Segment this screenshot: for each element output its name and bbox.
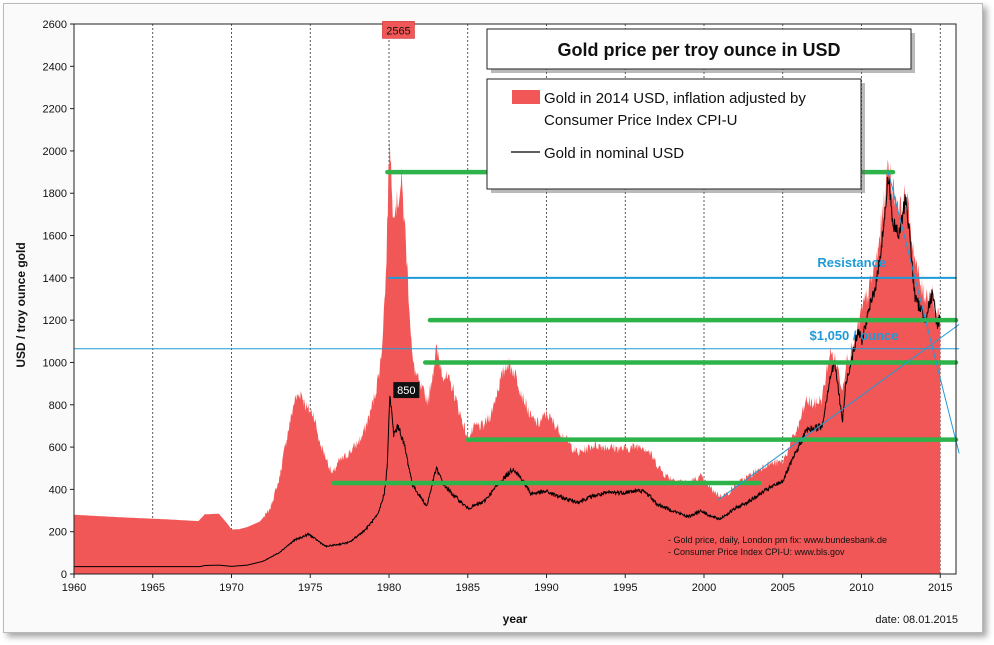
x-axis-title: year xyxy=(503,612,528,626)
trendline-1 xyxy=(717,323,960,501)
y-tick-label: 400 xyxy=(49,484,67,496)
x-tick-label: 2015 xyxy=(928,582,952,594)
y-tick-label: 1800 xyxy=(43,188,67,200)
resistance-label: Resistance xyxy=(817,255,886,270)
title-box xyxy=(486,28,912,70)
y-tick-label: 200 xyxy=(49,527,67,539)
x-tick-label: 1970 xyxy=(219,582,243,594)
price-target-label: $1,050 / ounce xyxy=(810,328,899,343)
x-tick-label: 1965 xyxy=(141,582,165,594)
legend-nominal: Gold in nominal USD xyxy=(544,145,684,162)
x-tick-label: 1980 xyxy=(377,582,401,594)
legend-swatch-real xyxy=(512,90,540,104)
source-gold: - Gold price, daily, London pm fix: www.… xyxy=(668,535,887,545)
real-price-area xyxy=(74,138,941,574)
y-tick-label: 2600 xyxy=(43,19,67,31)
source-cpi: - Consumer Price Index CPI-U: www.bls.go… xyxy=(668,547,845,557)
legend-real-line2: Consumer Price Index CPI-U xyxy=(544,112,737,129)
nominal-price-line xyxy=(74,176,941,568)
x-tick-label: 1990 xyxy=(534,582,558,594)
legend-real-line1: Gold in 2014 USD, inflation adjusted by xyxy=(544,90,806,107)
plot-border xyxy=(73,23,957,575)
chart-title: Gold price per troy ounce in USD xyxy=(557,40,840,60)
y-axis-title: USD / troy ounce gold xyxy=(14,242,28,367)
peak-nominal-label: 850 xyxy=(397,385,415,397)
y-tick-label: 2000 xyxy=(43,146,67,158)
x-tick-label: 2000 xyxy=(692,582,716,594)
y-tick-label: 0 xyxy=(61,569,67,581)
support-resistance-lines xyxy=(331,169,959,486)
y-tick-label: 1200 xyxy=(43,315,67,327)
x-tick-label: 1975 xyxy=(298,582,322,594)
legend-box xyxy=(486,78,862,190)
x-tick-label: 1960 xyxy=(62,582,86,594)
trendline-2 xyxy=(887,171,960,454)
x-tick-label: 1985 xyxy=(456,582,480,594)
peak-real-label: 2565 xyxy=(386,25,410,37)
y-tick-label: 800 xyxy=(49,400,67,412)
y-tick-label: 1400 xyxy=(43,273,67,285)
y-tick-label: 2200 xyxy=(43,104,67,116)
y-tick-label: 600 xyxy=(49,442,67,454)
x-tick-label: 2005 xyxy=(771,582,795,594)
peak-nominal-badge xyxy=(393,382,420,399)
x-tick-label: 1995 xyxy=(613,582,637,594)
x-tick-label: 2010 xyxy=(849,582,873,594)
y-axis-ticks: 0 200 400 600 800 1000 1200 1400 1600 1800 2000 220… xyxy=(43,19,74,581)
x-axis-ticks: 1960 1965 1970 1975 1980 1985 1990 1995 2000 2005… xyxy=(62,574,952,594)
peak-real-badge xyxy=(382,21,415,39)
trend-lines xyxy=(74,171,960,501)
y-tick-label: 1000 xyxy=(43,357,67,369)
y-tick-label: 1600 xyxy=(43,231,67,243)
date-label: date: 08.01.2015 xyxy=(875,614,958,626)
y-tick-label: 2400 xyxy=(43,61,67,73)
